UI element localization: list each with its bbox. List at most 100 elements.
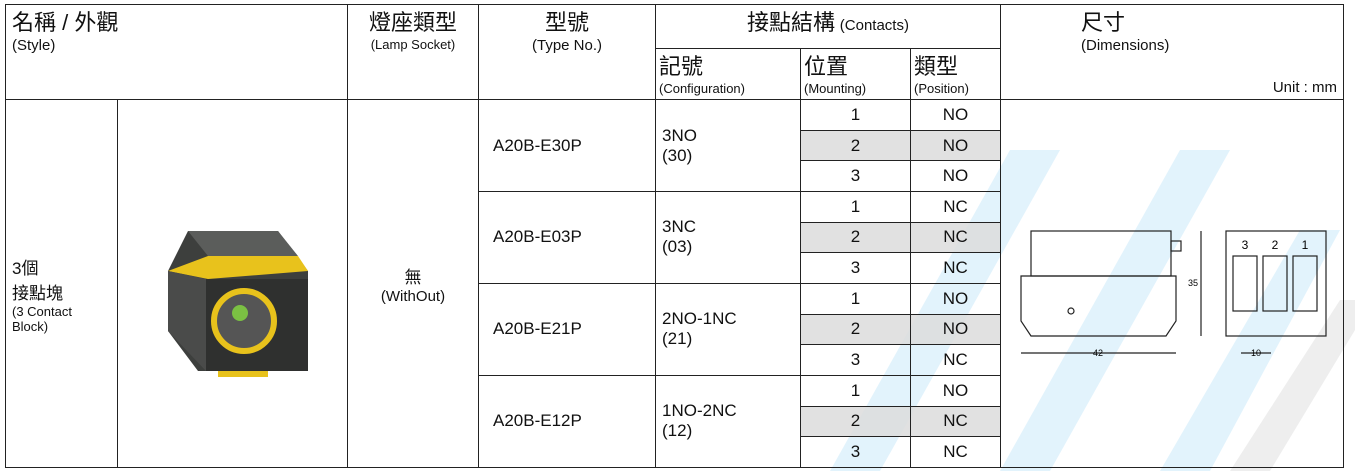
header-text: (Mounting) — [804, 80, 867, 96]
mounting-cell: 1 — [800, 99, 911, 131]
config-cell: 3NC (03) — [655, 191, 801, 284]
body-row: A20B-E12P 1NO-2NC (12) 1 NO — [6, 374, 1344, 469]
mounting-cell: 3 — [800, 344, 911, 376]
header-text: (Configuration) — [659, 80, 745, 96]
position-cell: NO — [910, 282, 1001, 315]
type-cell: A20B-E21P — [478, 282, 656, 376]
style-text: 3個 — [12, 258, 39, 278]
style-text: (3 Contact — [12, 303, 72, 319]
header-text: (Type No.) — [531, 37, 603, 54]
header-text: 類型 — [914, 53, 959, 79]
body-row: 2 NC — [6, 221, 1344, 254]
image-cell — [117, 99, 348, 468]
type-cell: A20B-E03P — [478, 191, 656, 284]
style-text: 接點塊 — [12, 283, 63, 303]
lamp-header: 燈座類型 (Lamp Socket) — [347, 3, 479, 101]
position-cell: NC — [910, 252, 1001, 284]
body-row: 3個 接點塊 (3 Contact Block) 無 (WithOut) A20B-E30… — [5, 99, 1344, 468]
dim-header: 尺寸 (Dimensions) Unit : mm — [1000, 3, 1344, 101]
dimension-label: 3 — [1242, 238, 1249, 252]
mounting-cell: 2 — [800, 313, 911, 346]
style-header: 名稱 / 外觀 (Style) — [5, 3, 348, 101]
mounting-cell: 3 — [800, 436, 911, 468]
header-line: 接點結構 (Contacts) — [662, 5, 994, 37]
style-cell: 3個接點塊 (3 Contact Block) — [5, 99, 118, 468]
product-image — [167, 231, 308, 378]
position-cell: NC — [910, 344, 1001, 376]
mounting-cell: 3 — [800, 252, 911, 284]
header-row: 記號 (Configuration) 位置 (Mounting) 類型 (Position… — [6, 47, 1344, 101]
table-body: 名稱 / 外觀 (Style) 燈座類型 (Lamp Socket) 型號 (Type N… — [5, 3, 1344, 469]
mounting-cell: 1 — [800, 282, 911, 315]
body-row: 3 NC — [6, 252, 1344, 284]
body-row: 2 NO — [6, 129, 1344, 162]
position-cell: NC — [910, 405, 1001, 438]
dimension-label: 10 — [1251, 348, 1261, 358]
dimension-label: 1 — [1302, 238, 1309, 252]
dimension-drawing: 35 42 10 3 2 1 — [1020, 230, 1327, 358]
header-text: 燈座類型 — [368, 10, 457, 35]
dimension-label: 35 — [1188, 278, 1198, 288]
spec-table: 名稱 / 外觀 (Style) 燈座類型 (Lamp Socket) 型號 (Type N… — [5, 3, 1344, 469]
lamp-cell: 無 (WithOut) — [347, 99, 479, 468]
style-text: Block) — [12, 318, 49, 334]
mounting-cell: 1 — [800, 191, 911, 223]
config-text: 2NO-1NC — [662, 309, 737, 329]
header-text: 記號 — [659, 53, 704, 79]
mounting-cell: 3 — [800, 160, 911, 192]
header-text: 位置 — [804, 53, 849, 79]
body-row: 2 NC — [6, 405, 1344, 438]
header-text: (Lamp Socket) — [370, 37, 456, 52]
header-text: (Dimensions) — [1081, 37, 1170, 54]
header-text: 接點結構 — [747, 10, 836, 35]
config-cell: 3NO (30) — [655, 99, 801, 192]
body-row: 3 NC — [6, 344, 1344, 376]
type-cell: A20B-E12P — [478, 374, 656, 469]
drawing-cell: 35 42 10 3 2 1 — [1000, 99, 1344, 468]
position-cell: NC — [910, 221, 1001, 254]
config-text: (03) — [662, 237, 693, 257]
unit-text: Unit : mm — [1272, 79, 1337, 97]
mounting-cell: 2 — [800, 405, 911, 438]
body-row: A20B-E03P 3NC (03) 1 NC — [6, 191, 1344, 284]
lamp-text: 無 — [404, 267, 422, 287]
mounting-cell: 2 — [800, 129, 911, 162]
config-text: 3NC — [662, 217, 697, 237]
config-cell: 1NO-2NC (12) — [655, 374, 801, 469]
mounting-cell: 2 — [800, 221, 911, 254]
header-text: 型號 — [544, 10, 589, 35]
mounting-cell: 1 — [800, 374, 911, 407]
config-text: 3NO — [662, 125, 697, 145]
position-header: 類型 (Position) — [910, 47, 1001, 101]
body-row: 3 NC — [6, 436, 1344, 468]
lamp-text: (WithOut) — [380, 287, 446, 305]
config-text: (30) — [662, 145, 693, 165]
contacts-header: 接點結構 (Contacts) — [655, 4, 1001, 49]
dimension-label: 2 — [1272, 238, 1279, 252]
position-cell: NC — [910, 191, 1001, 223]
header-text: 尺寸 — [1081, 10, 1126, 35]
config-text: (12) — [662, 421, 693, 441]
header-text: (Position) — [914, 80, 969, 96]
position-cell: NO — [910, 160, 1001, 192]
header-text: 名稱 / 外觀 — [12, 10, 119, 35]
header-text: (Style) — [12, 37, 56, 54]
dimension-label: 42 — [1093, 348, 1103, 358]
type-header: 型號 (Type No.) — [478, 3, 656, 101]
config-header: 記號 (Configuration) — [655, 47, 801, 101]
config-text: (21) — [662, 329, 693, 349]
position-cell: NO — [910, 99, 1001, 131]
config-text: 1NO-2NC — [662, 401, 737, 421]
config-cell: 2NO-1NC (21) — [655, 282, 801, 376]
header-text: (Contacts) — [839, 17, 909, 34]
body-row: A20B-E21P 2NO-1NC (21) 1 NO — [6, 282, 1344, 376]
body-row: 3 NO — [6, 160, 1344, 192]
position-cell: NC — [910, 436, 1001, 468]
type-cell: A20B-E30P — [478, 99, 656, 192]
position-cell: NO — [910, 313, 1001, 346]
position-cell: NO — [910, 374, 1001, 407]
position-cell: NO — [910, 129, 1001, 162]
mounting-header: 位置 (Mounting) — [800, 47, 911, 101]
